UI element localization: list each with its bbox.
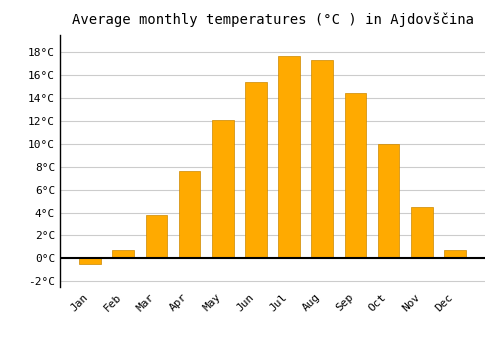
Bar	[444, 250, 466, 258]
Bar	[312, 60, 333, 258]
Bar	[278, 56, 300, 258]
Bar	[245, 82, 266, 258]
Bar	[112, 250, 134, 258]
Bar	[411, 207, 432, 258]
Bar	[212, 120, 234, 258]
Bar	[344, 93, 366, 258]
Bar	[378, 144, 400, 258]
Bar	[146, 215, 167, 258]
Bar	[80, 258, 101, 264]
Title: Average monthly temperatures (°C ) in Ajdovščina: Average monthly temperatures (°C ) in Aj…	[72, 12, 473, 27]
Bar	[179, 171, 201, 258]
